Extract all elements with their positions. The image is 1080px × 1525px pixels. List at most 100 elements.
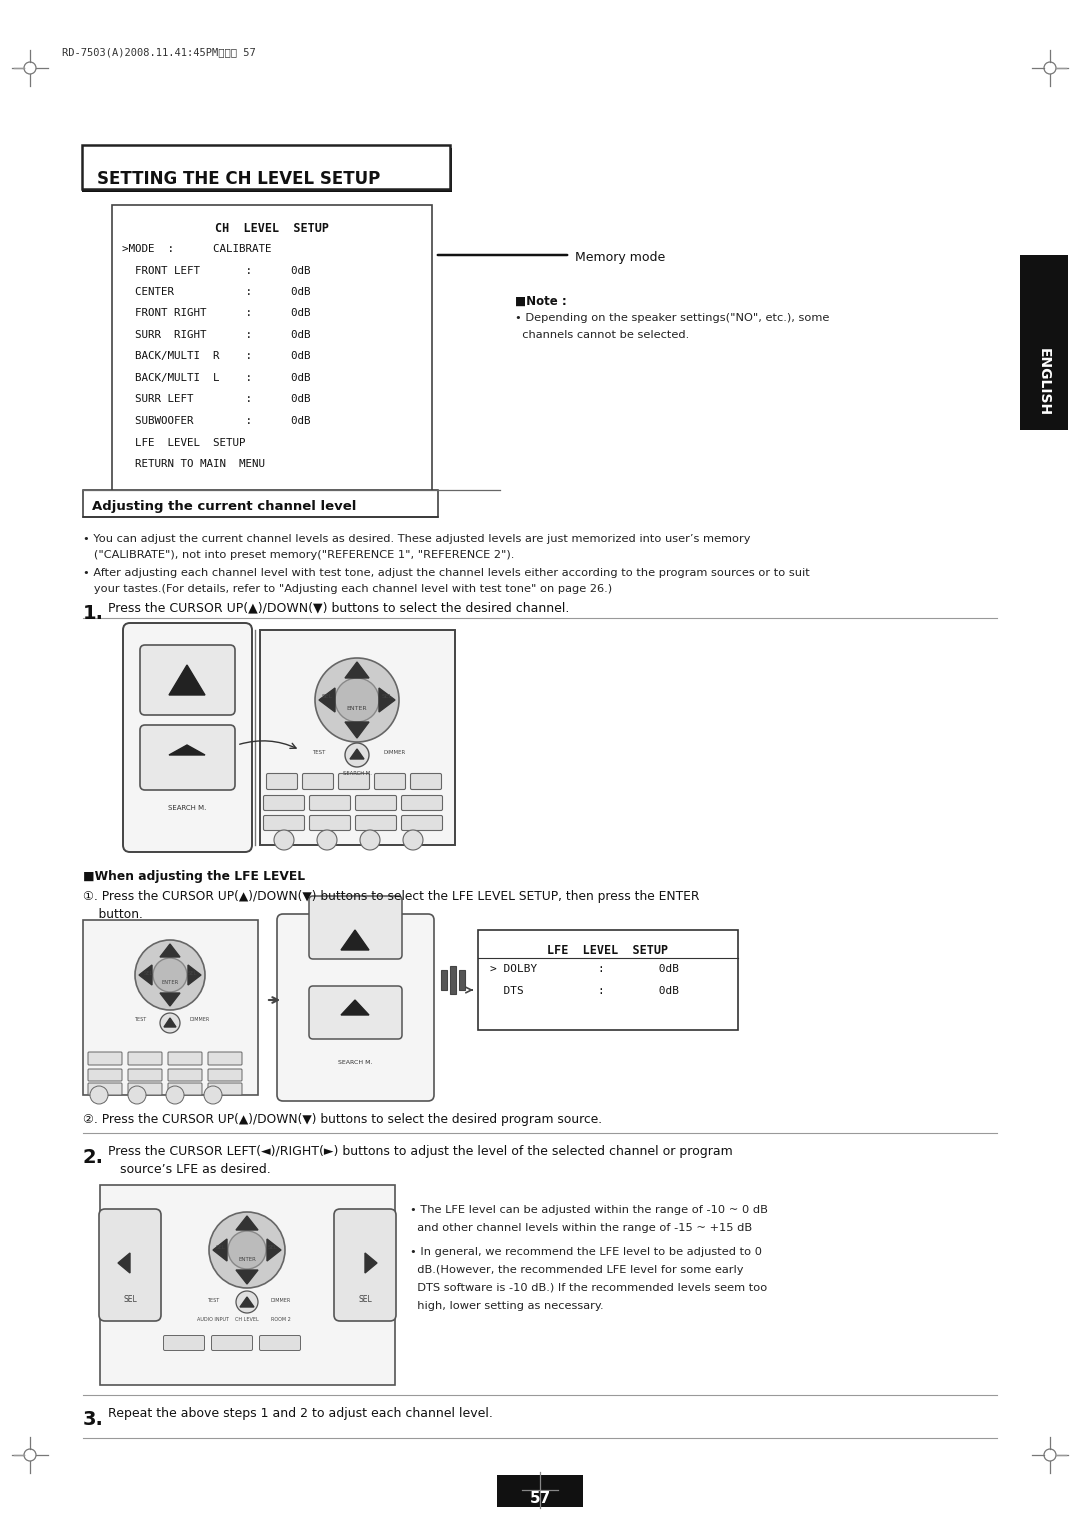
Text: TEST: TEST	[207, 1298, 219, 1302]
FancyBboxPatch shape	[168, 1069, 202, 1081]
Text: SUBWOOFER        :      0dB: SUBWOOFER : 0dB	[122, 416, 311, 425]
Polygon shape	[237, 1215, 258, 1231]
FancyBboxPatch shape	[208, 1083, 242, 1095]
Text: SEL: SEL	[381, 694, 393, 698]
FancyBboxPatch shape	[100, 1185, 395, 1385]
Text: ①. Press the CURSOR UP(▲)/DOWN(▼) buttons to select the LFE LEVEL SETUP, then pr: ①. Press the CURSOR UP(▲)/DOWN(▼) button…	[83, 891, 700, 903]
Text: your tastes.(For details, refer to "Adjusting each channel level with test tone": your tastes.(For details, refer to "Adju…	[83, 584, 612, 595]
Polygon shape	[341, 930, 369, 950]
Text: ("CALIBRATE"), not into preset memory("REFERENCE 1", "REFERENCE 2").: ("CALIBRATE"), not into preset memory("R…	[83, 551, 514, 560]
Text: DIMMER: DIMMER	[271, 1298, 292, 1302]
Polygon shape	[139, 965, 152, 985]
FancyBboxPatch shape	[82, 148, 453, 192]
FancyBboxPatch shape	[450, 965, 456, 994]
FancyBboxPatch shape	[260, 630, 455, 845]
FancyBboxPatch shape	[264, 816, 305, 831]
Text: CH  LEVEL  SETUP: CH LEVEL SETUP	[215, 223, 329, 235]
FancyBboxPatch shape	[129, 1069, 162, 1081]
FancyBboxPatch shape	[259, 1336, 300, 1351]
Text: 1.: 1.	[83, 604, 104, 624]
FancyBboxPatch shape	[212, 1336, 253, 1351]
Text: CENTER           :      0dB: CENTER : 0dB	[122, 287, 311, 297]
Circle shape	[315, 657, 399, 743]
Text: SURR  RIGHT      :      0dB: SURR RIGHT : 0dB	[122, 329, 311, 340]
FancyBboxPatch shape	[83, 920, 258, 1095]
Text: FRONT RIGHT      :      0dB: FRONT RIGHT : 0dB	[122, 308, 311, 319]
Circle shape	[166, 1086, 184, 1104]
Text: AUDIO INPUT: AUDIO INPUT	[197, 1318, 229, 1322]
Polygon shape	[345, 662, 369, 679]
FancyBboxPatch shape	[338, 773, 369, 790]
FancyBboxPatch shape	[310, 816, 351, 831]
FancyBboxPatch shape	[441, 970, 447, 990]
FancyBboxPatch shape	[478, 930, 738, 1029]
Text: dB.(However, the recommended LFE level for some early: dB.(However, the recommended LFE level f…	[410, 1266, 743, 1275]
Text: channels cannot be selected.: channels cannot be selected.	[515, 329, 689, 340]
FancyBboxPatch shape	[402, 816, 443, 831]
Circle shape	[90, 1086, 108, 1104]
Polygon shape	[160, 944, 180, 958]
FancyBboxPatch shape	[112, 204, 432, 496]
Text: Adjusting the current channel level: Adjusting the current channel level	[92, 500, 356, 512]
FancyBboxPatch shape	[129, 1083, 162, 1095]
Polygon shape	[379, 688, 395, 712]
Text: SEARCH M.: SEARCH M.	[342, 772, 372, 776]
Circle shape	[160, 1013, 180, 1032]
Polygon shape	[188, 965, 201, 985]
Text: DTS software is -10 dB.) If the recommended levels seem too: DTS software is -10 dB.) If the recommen…	[410, 1283, 767, 1293]
FancyBboxPatch shape	[123, 624, 252, 852]
Text: SEL: SEL	[359, 1295, 372, 1304]
Text: • After adjusting each channel level with test tone, adjust the channel levels e: • After adjusting each channel level wit…	[83, 567, 810, 578]
Text: DTS           :        0dB: DTS : 0dB	[490, 987, 679, 996]
Circle shape	[153, 958, 187, 991]
Circle shape	[403, 830, 423, 849]
FancyBboxPatch shape	[140, 724, 235, 790]
Text: ■Note :: ■Note :	[515, 294, 567, 308]
Text: SEL: SEL	[322, 694, 333, 698]
Text: RETURN TO MAIN  MENU: RETURN TO MAIN MENU	[122, 459, 265, 470]
FancyBboxPatch shape	[208, 1052, 242, 1064]
Text: ENTER: ENTER	[161, 981, 178, 985]
FancyBboxPatch shape	[276, 913, 434, 1101]
Polygon shape	[168, 746, 205, 755]
Text: • Depending on the speaker settings("NO", etc.), some: • Depending on the speaker settings("NO"…	[515, 313, 829, 323]
Text: source’s LFE as desired.: source’s LFE as desired.	[108, 1164, 271, 1176]
Text: BACK/MULTI  R    :      0dB: BACK/MULTI R : 0dB	[122, 351, 311, 361]
Polygon shape	[164, 1019, 176, 1026]
FancyBboxPatch shape	[163, 1336, 204, 1351]
Text: DIMMER: DIMMER	[383, 750, 406, 755]
Text: ②. Press the CURSOR UP(▲)/DOWN(▼) buttons to select the desired program source.: ②. Press the CURSOR UP(▲)/DOWN(▼) button…	[83, 1113, 603, 1125]
Text: BACK/MULTI  L    :      0dB: BACK/MULTI L : 0dB	[122, 374, 311, 383]
FancyBboxPatch shape	[83, 490, 438, 517]
Text: > DOLBY         :        0dB: > DOLBY : 0dB	[490, 964, 679, 974]
Circle shape	[129, 1086, 146, 1104]
Text: Press the CURSOR LEFT(◄)/RIGHT(►) buttons to adjust the level of the selected ch: Press the CURSOR LEFT(◄)/RIGHT(►) button…	[108, 1145, 732, 1157]
Text: • You can adjust the current channel levels as desired. These adjusted levels ar: • You can adjust the current channel lev…	[83, 534, 751, 544]
Text: high, lower setting as necessary.: high, lower setting as necessary.	[410, 1301, 604, 1312]
FancyBboxPatch shape	[87, 1083, 122, 1095]
Text: SEL: SEL	[187, 971, 197, 976]
Circle shape	[210, 1212, 285, 1289]
Text: ENTER: ENTER	[238, 1257, 256, 1263]
Text: FRONT LEFT       :      0dB: FRONT LEFT : 0dB	[122, 265, 311, 276]
FancyBboxPatch shape	[309, 987, 402, 1039]
FancyBboxPatch shape	[375, 773, 405, 790]
Text: SEARCH M.: SEARCH M.	[167, 805, 206, 811]
FancyBboxPatch shape	[302, 773, 334, 790]
Text: button.: button.	[83, 907, 143, 921]
Text: LFE  LEVEL  SETUP: LFE LEVEL SETUP	[548, 944, 669, 958]
Text: • The LFE level can be adjusted within the range of -10 ~ 0 dB: • The LFE level can be adjusted within t…	[410, 1205, 768, 1215]
FancyBboxPatch shape	[168, 1083, 202, 1095]
Circle shape	[335, 679, 379, 721]
FancyBboxPatch shape	[310, 796, 351, 810]
Text: LFE  LEVEL  SETUP: LFE LEVEL SETUP	[122, 438, 245, 447]
FancyBboxPatch shape	[129, 1052, 162, 1064]
Text: and other channel levels within the range of -15 ~ +15 dB: and other channel levels within the rang…	[410, 1223, 752, 1234]
FancyBboxPatch shape	[309, 897, 402, 959]
Text: Memory mode: Memory mode	[575, 252, 665, 264]
Polygon shape	[341, 1000, 369, 1016]
FancyBboxPatch shape	[459, 970, 465, 990]
Text: DIMMER: DIMMER	[190, 1017, 211, 1022]
Polygon shape	[365, 1254, 377, 1273]
Circle shape	[318, 830, 337, 849]
